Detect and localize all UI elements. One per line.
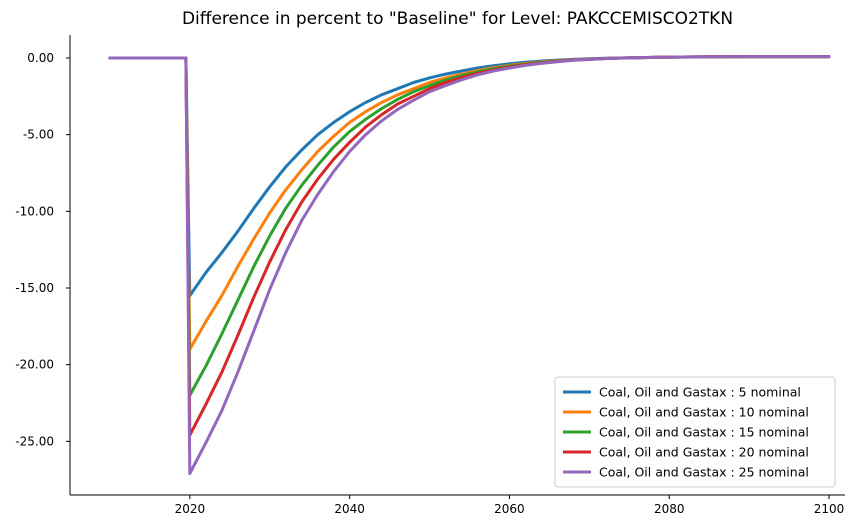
legend: Coal, Oil and Gastax : 5 nominal Coal, Oi…: [554, 376, 836, 488]
y-tick-label: -5.00: [23, 128, 54, 142]
series-line-1: [108, 55, 831, 298]
y-tick-label: -25.00: [15, 434, 54, 448]
legend-label-1: Coal, Oil and Gastax : 5 nominal: [599, 385, 801, 400]
y-tick-label: -20.00: [15, 358, 54, 372]
legend-box: [554, 376, 836, 488]
series-lines: [108, 55, 831, 475]
y-tick-label: -10.00: [15, 204, 54, 218]
x-tick-label: 2080: [654, 502, 685, 516]
x-tick-label: 2040: [334, 502, 365, 516]
chart-title: Difference in percent to "Baseline" for …: [182, 9, 733, 29]
y-tick-label: 0.00: [27, 51, 54, 65]
y-tick-label: -15.00: [15, 281, 54, 295]
series-line-2: [108, 55, 831, 351]
series-line-5: [108, 55, 831, 475]
series-line-3: [108, 55, 831, 397]
legend-label-5: Coal, Oil and Gastax : 25 nominal: [599, 465, 809, 480]
legend-label-3: Coal, Oil and Gastax : 15 nominal: [599, 425, 809, 440]
x-tick-label: 2060: [494, 502, 525, 516]
axes: 2020 2040 2060 2080 2100 0.00 -5.00 -10.00 -15.0…: [15, 35, 845, 516]
legend-label-2: Coal, Oil and Gastax : 10 nominal: [599, 405, 809, 420]
x-tick-label: 2100: [814, 502, 845, 516]
x-tick-label: 2020: [175, 502, 206, 516]
legend-label-4: Coal, Oil and Gastax : 20 nominal: [599, 445, 809, 460]
